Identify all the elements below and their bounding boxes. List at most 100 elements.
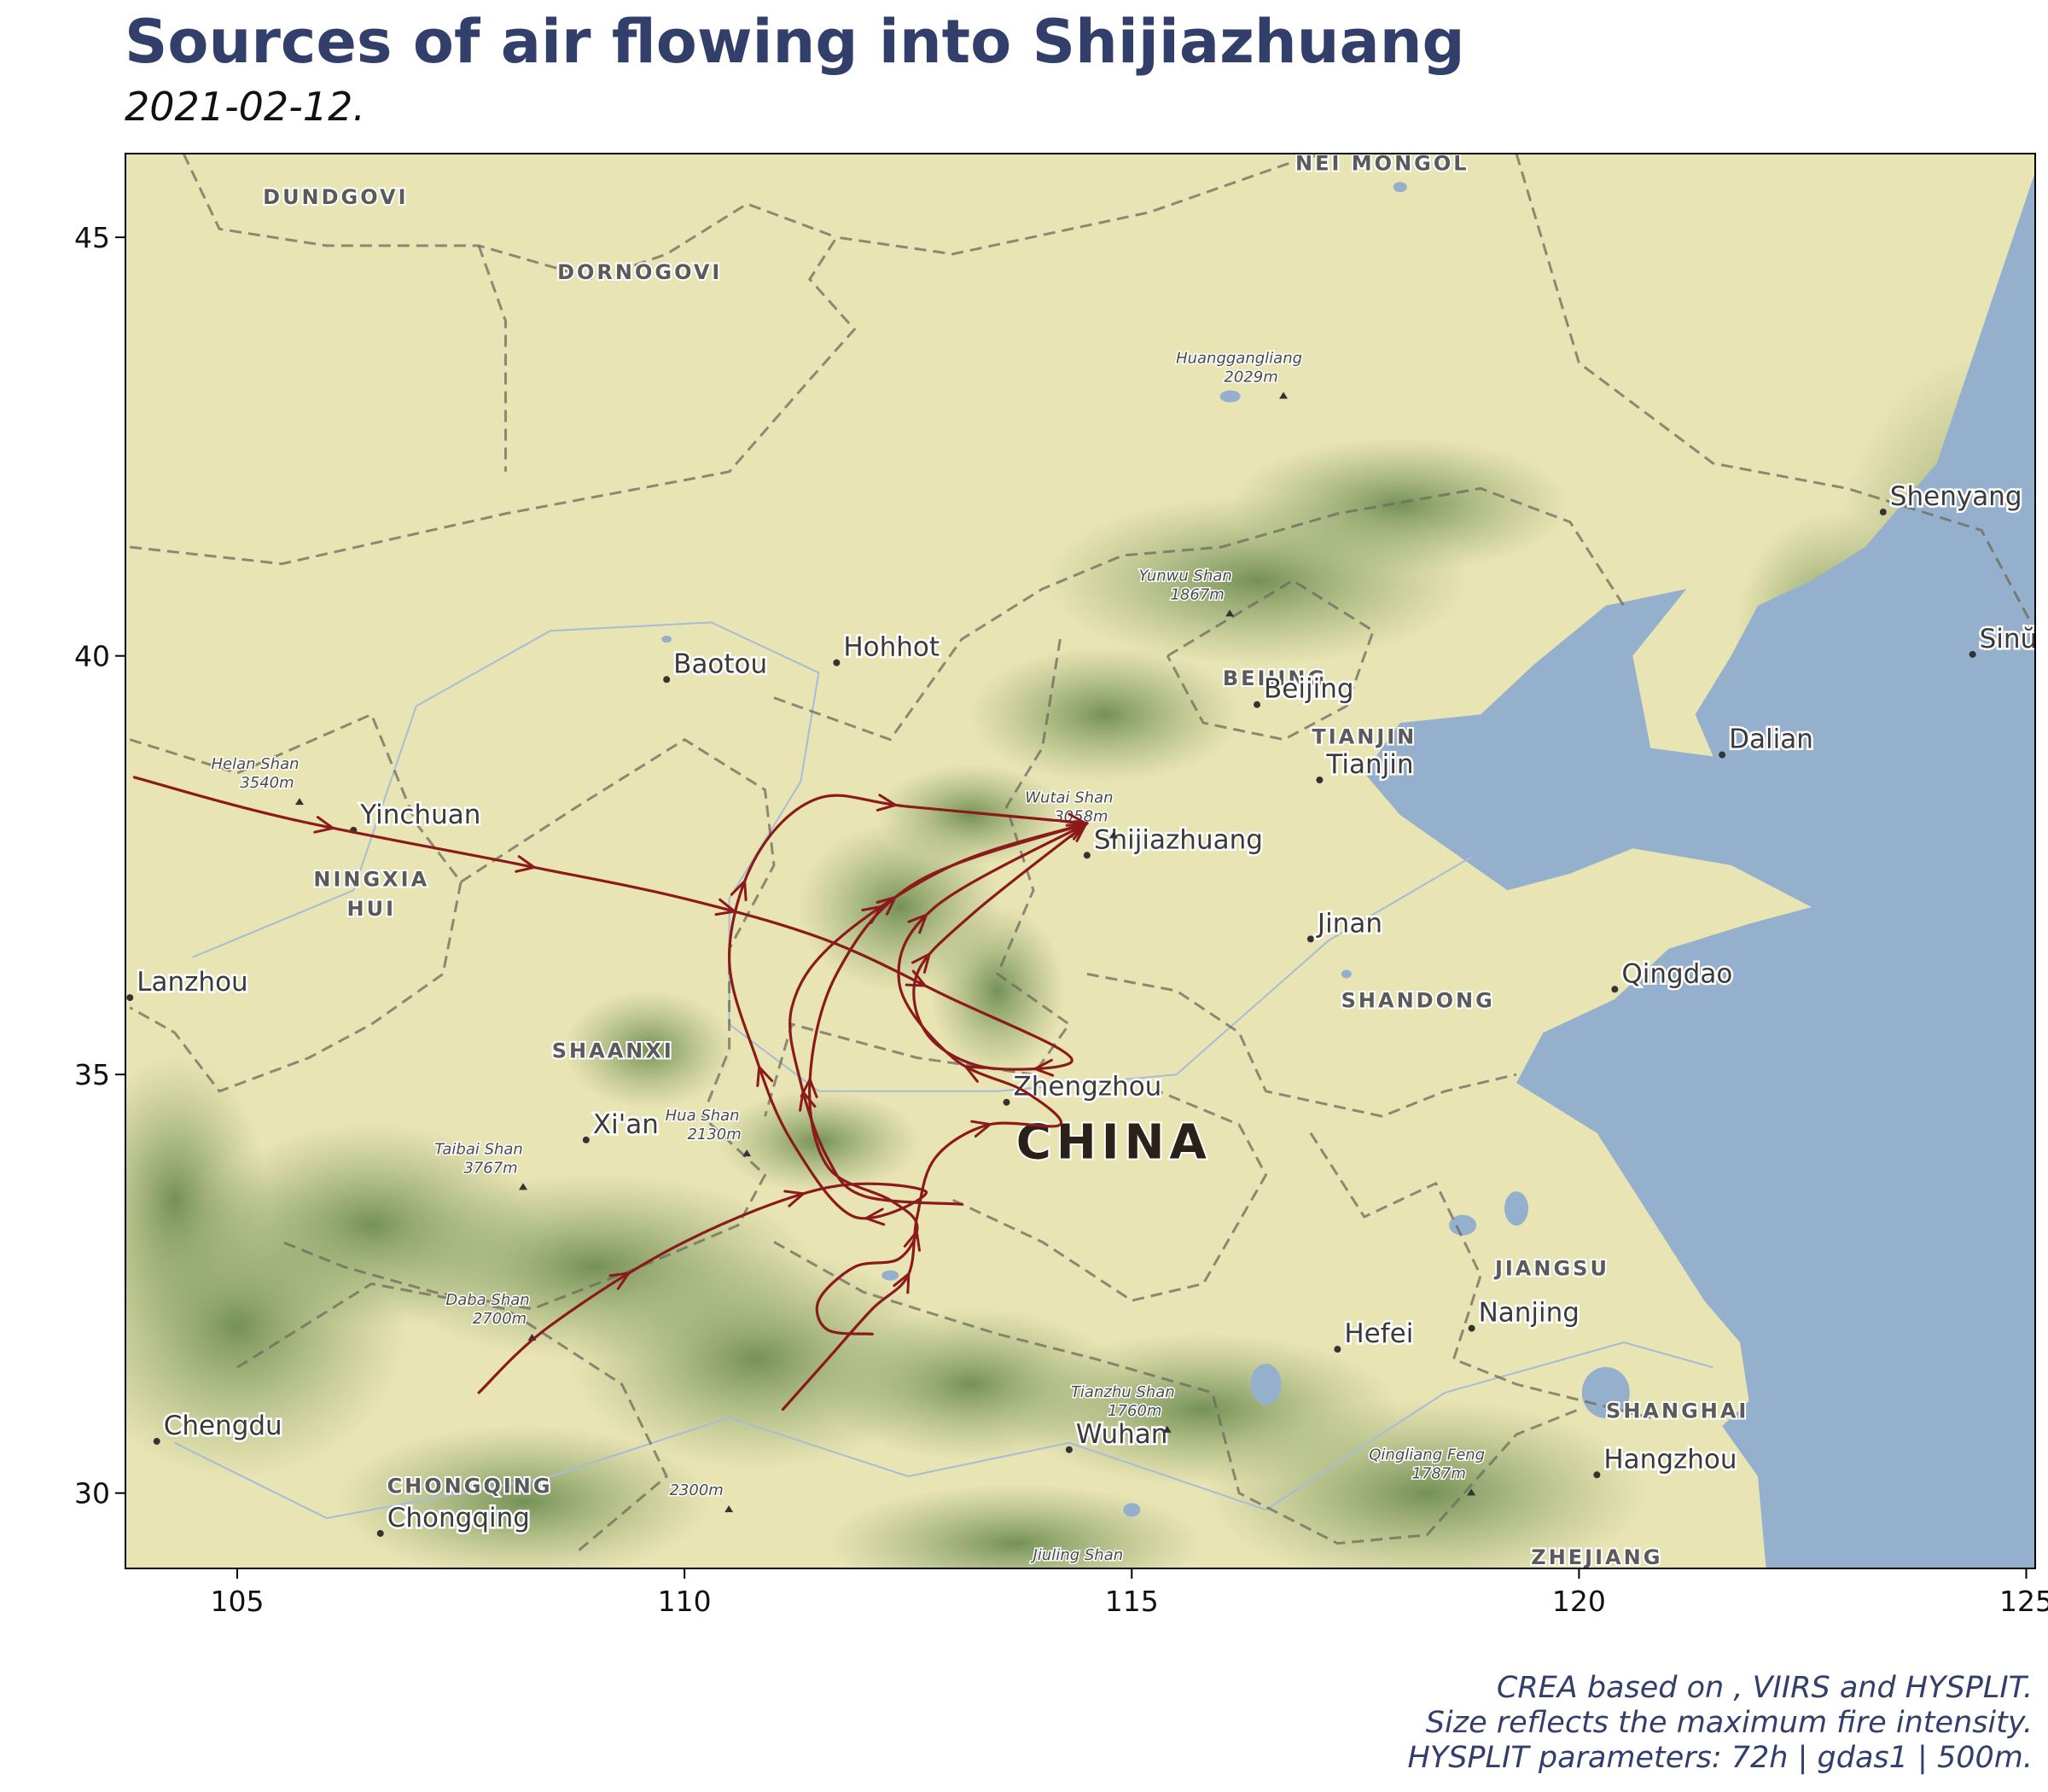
peak-elevation: 2700m [473, 1310, 527, 1328]
country-label: CHINA [1016, 1114, 1212, 1170]
city-label: Hefei [1344, 1318, 1413, 1349]
city-label: Nanjing [1479, 1298, 1580, 1329]
trajectory-arrowhead [876, 895, 898, 916]
boundary-line [129, 713, 463, 1093]
city-label: Lanzhou [137, 967, 247, 998]
region-label: SHAANXI [552, 1039, 674, 1063]
trajectory-arrowhead [903, 1228, 921, 1252]
region-label: NINGXIA [313, 867, 429, 891]
border-layer [129, 154, 2035, 1553]
region-label: SHANGHAI [1606, 1399, 1748, 1423]
peak-marker [742, 1149, 752, 1157]
terrain-patch [335, 1424, 712, 1568]
sea [1364, 172, 2035, 1568]
city-label: Beijing [1264, 674, 1354, 705]
lake [1250, 1364, 1282, 1405]
peak-marker [1279, 392, 1289, 399]
boundary-line [951, 1090, 1268, 1302]
axes: 105 110 115 120 125 30 35 40 45 [74, 221, 2048, 1618]
peak-elevation: 3540m [240, 774, 294, 792]
lake [1504, 1191, 1529, 1226]
city-label: Shijiazhuang [1094, 824, 1263, 855]
trajectory-line [808, 822, 1089, 1335]
trajectory-arrowhead [756, 1064, 774, 1087]
peak-elevation: 1867m [1170, 585, 1224, 603]
city-marker [153, 1438, 160, 1446]
city-label: Yinchuan [359, 800, 480, 830]
trajectory-arrowhead [876, 794, 899, 812]
city-marker [1316, 776, 1324, 783]
trajectory-arrowhead [893, 1271, 911, 1295]
y-tick-label: 45 [74, 221, 110, 254]
peak-name: Daba Shan [445, 1291, 529, 1309]
peak-elevation: 1787m [1412, 1464, 1466, 1482]
peak-name: Helan Shan [211, 755, 299, 773]
terrain-patch [968, 646, 1242, 783]
trajectory-arrowhead [963, 1065, 986, 1083]
terrain-layer [125, 350, 2035, 1568]
trajectory-arrowhead [515, 855, 538, 873]
city-marker [1254, 701, 1261, 708]
city-label: Sinŭiju [1980, 624, 2048, 655]
city-marker [1611, 986, 1619, 993]
peak-elevation: 3767m [463, 1159, 517, 1177]
boundary-line [1515, 154, 2035, 631]
terrain-patch [1229, 437, 1571, 574]
peak-name: Jiuling Shan [1031, 1546, 1124, 1564]
city-label: Jinan [1316, 908, 1382, 939]
city-marker [1334, 1346, 1341, 1353]
trajectory-arrowhead [730, 878, 748, 902]
peak-elevation: 1760m [1108, 1402, 1161, 1420]
terrain-patch [828, 1483, 1203, 1568]
peak-name: Taibai Shan [434, 1140, 523, 1158]
city-marker [1969, 650, 1976, 658]
terrain-patch [929, 905, 1067, 1077]
peak-name: Qingliang Feng [1369, 1446, 1485, 1463]
peak-elevation: 2130m [687, 1126, 741, 1143]
city-marker [1593, 1471, 1601, 1479]
region-label: JIANGSU [1493, 1257, 1609, 1281]
lake [1449, 1214, 1477, 1236]
region-label: HUI [347, 897, 397, 921]
x-tick-label: 115 [1105, 1585, 1159, 1618]
trajectory-line [477, 794, 1089, 1394]
trajectory-arrowhead [863, 1207, 886, 1226]
region-label: DUNDGOVI [263, 185, 408, 209]
boundary-line [1309, 1132, 1651, 1419]
city-label: Wuhan [1076, 1419, 1168, 1450]
boundary-line [182, 154, 837, 281]
lake [1219, 390, 1241, 403]
y-tick-label: 40 [74, 640, 110, 673]
y-tick-label: 30 [74, 1477, 110, 1510]
region-label: NEI MONGOL [1295, 152, 1469, 176]
trajectory-arrowhead [905, 969, 928, 987]
boundary-line [281, 737, 776, 1311]
trajectory-arrowhead [1065, 820, 1089, 838]
trajectory-line [781, 822, 1089, 1411]
city-marker [376, 1529, 384, 1537]
x-tick-label: 110 [658, 1585, 712, 1618]
boundary-line [1166, 579, 1376, 742]
trajectory-arrowhead [907, 912, 929, 934]
city-marker [126, 994, 134, 1002]
caption-line-1: CREA based on , VIIRS and HYSPLIT. [1496, 1671, 2033, 1705]
peak-marker [294, 798, 304, 806]
city-marker [1468, 1324, 1475, 1332]
lake [661, 636, 672, 643]
peak-name: Tianzhu Shan [1071, 1383, 1175, 1401]
terrain-patch [125, 1055, 269, 1346]
map-labels: DUNDGOVI DORNOGOVI NEI MONGOL NINGXIA HUI SHA… [126, 152, 2048, 1568]
boundary-line [1086, 972, 1517, 1118]
region-label: TIANJIN [1312, 725, 1417, 749]
city-label: Qingdao [1621, 958, 1732, 989]
peak-name: Yunwu Shan [1139, 567, 1232, 585]
peak-elevation: 2029m [1224, 368, 1277, 386]
plot-frame [125, 153, 2036, 1569]
trajectory-arrowhead [970, 1120, 993, 1137]
peak-name: Hua Shan [666, 1107, 740, 1125]
city-label: Chengdu [164, 1411, 282, 1441]
y-tick-label: 35 [74, 1058, 110, 1091]
city-marker [1306, 935, 1314, 943]
trajectory-arrowhead [608, 1271, 631, 1290]
city-marker [1879, 509, 1887, 516]
